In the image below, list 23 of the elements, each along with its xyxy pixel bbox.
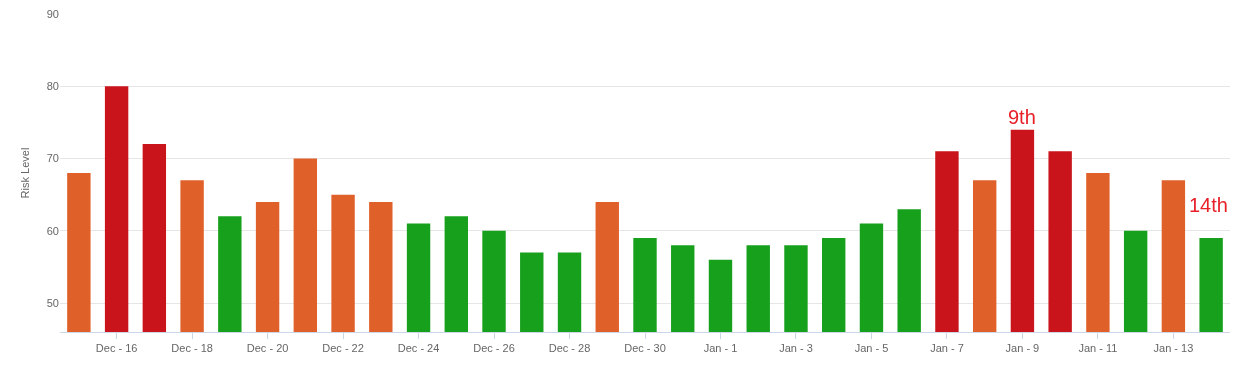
x-tick-label: Dec - 18 — [171, 342, 213, 355]
x-tick-label: Dec - 20 — [246, 342, 289, 355]
x-tick-label: Jan - 1 — [703, 342, 738, 355]
annotation: 14th — [1189, 194, 1228, 216]
y-tick-label: 60 — [46, 224, 59, 237]
y-tick-label: 70 — [46, 152, 59, 165]
y-tick-label: 90 — [46, 7, 59, 20]
y-axis-title: Risk Level — [19, 147, 32, 199]
x-tick-label: Jan - 5 — [854, 342, 889, 355]
annotation: 9th — [1008, 106, 1036, 128]
x-tick-label: Dec - 30 — [624, 342, 666, 355]
x-tick-label: Jan - 3 — [779, 342, 813, 355]
x-tick-label: Dec - 16 — [95, 342, 138, 355]
x-tick-label: Dec - 22 — [322, 342, 364, 355]
x-tick-label: Dec - 28 — [548, 342, 591, 355]
x-tick-label: Jan - 9 — [1005, 342, 1040, 355]
x-tick-label: Jan - 11 — [1078, 342, 1118, 355]
x-tick-label: Jan - 13 — [1153, 342, 1194, 355]
x-tick-label: Dec - 24 — [397, 342, 440, 355]
y-tick-label: 80 — [46, 80, 59, 93]
x-tick-label: Dec - 26 — [473, 342, 515, 355]
y-tick-label: 50 — [46, 296, 59, 309]
x-tick-label: Jan - 7 — [930, 342, 964, 355]
